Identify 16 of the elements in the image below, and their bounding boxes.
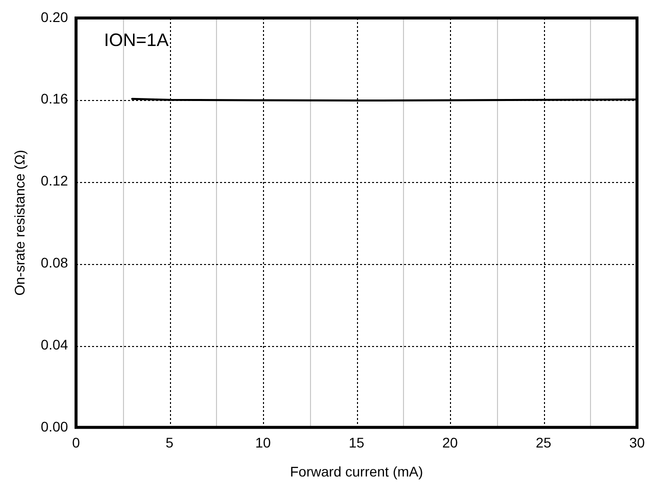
annotation: ION=1A (104, 30, 169, 50)
y-tick-label: 0.00 (40, 418, 68, 434)
y-tick-label: 0.12 (40, 172, 68, 189)
y-axis-title: On-srate resistance (Ω) (11, 150, 28, 296)
x-tick-label: 25 (536, 434, 552, 451)
x-tick-label: 5 (166, 434, 174, 451)
x-tick-label: 10 (255, 434, 272, 451)
x-tick-label: 15 (348, 434, 365, 451)
x-tick-label: 20 (442, 434, 458, 451)
y-tick-label: 0.20 (40, 8, 68, 25)
y-tick-label: 0.04 (40, 336, 68, 352)
y-tick-label: 0.16 (40, 90, 68, 107)
x-tick-label: 30 (629, 434, 645, 451)
x-tick-label: 0 (72, 434, 80, 451)
x-axis-title: Forward current (mA) (290, 463, 424, 480)
y-tick-label: 0.08 (40, 254, 68, 270)
